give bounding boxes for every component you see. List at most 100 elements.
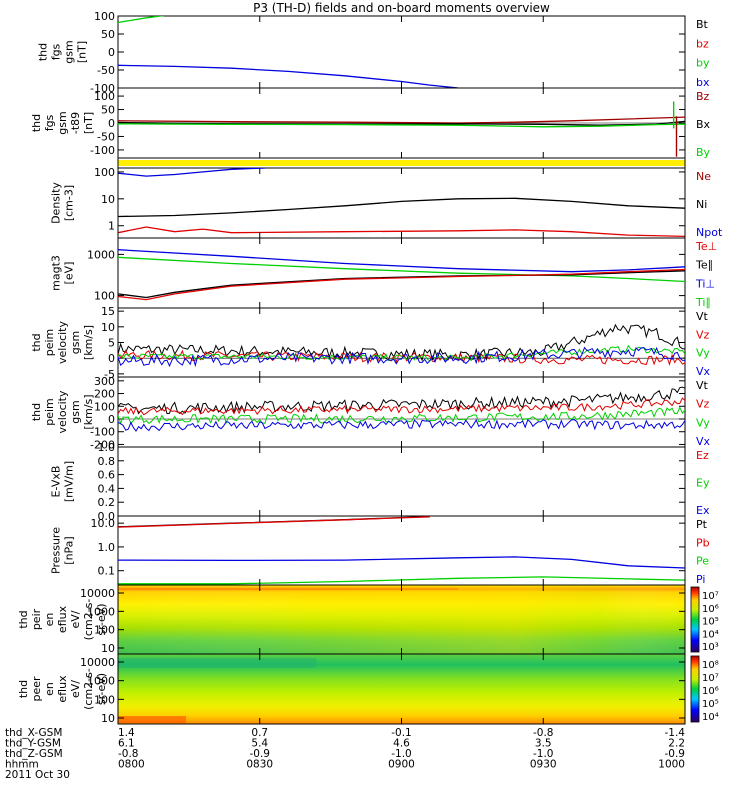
y-axis-label: thd bbox=[17, 680, 30, 698]
ephemeris-value: -1.0 bbox=[533, 748, 554, 760]
y-axis-label: peir bbox=[30, 608, 43, 630]
series-line-Ti⊥ bbox=[118, 249, 685, 273]
y-axis-label: eV/ bbox=[69, 610, 82, 628]
series-line-By bbox=[118, 123, 685, 128]
y-tick-label: -5 bbox=[104, 368, 115, 381]
y-tick-label: 10 bbox=[101, 321, 115, 334]
y-tick-label: -100 bbox=[90, 426, 115, 439]
legend-label: Pt bbox=[696, 518, 708, 531]
legend-label: Pb bbox=[696, 536, 710, 549]
legend-label: Pi bbox=[696, 573, 705, 586]
colorbar-label: 10⁴ bbox=[702, 712, 719, 723]
y-tick-label: 1000 bbox=[87, 248, 115, 261]
ephemeris-value: -0.9 bbox=[250, 748, 271, 760]
legend-label: Ey bbox=[696, 477, 710, 490]
colorbar-label: 10⁸ bbox=[702, 660, 719, 671]
series-line-Vz bbox=[118, 397, 685, 416]
series-line-Ni bbox=[118, 197, 685, 218]
legend-label: Ne bbox=[696, 170, 711, 183]
colorbar-label: 10⁶ bbox=[702, 604, 719, 615]
y-axis-label: peer bbox=[30, 676, 43, 702]
y-axis-label: velocity bbox=[56, 321, 69, 364]
y-axis-label: sr-eV) bbox=[95, 603, 108, 635]
ephemeris-value: -0.8 bbox=[533, 727, 554, 739]
y-axis-label: (cm2-s- bbox=[82, 668, 95, 710]
legend-label: Vy bbox=[696, 347, 710, 360]
series-group bbox=[118, 323, 685, 368]
y-tick-label: 0 bbox=[108, 352, 115, 365]
legend-label: Vy bbox=[696, 416, 710, 429]
panel-density: 100 10 1 Ne Ni Npot Density [cm-3] bbox=[50, 166, 723, 239]
ephemeris-value: 2.2 bbox=[668, 738, 685, 750]
y-axis-label: gsm bbox=[69, 400, 82, 423]
y-axis-label: thd bbox=[17, 610, 30, 628]
ephemeris-value: -1.0 bbox=[391, 748, 412, 760]
ephemeris-value: 0900 bbox=[388, 759, 415, 771]
series-line-Pe bbox=[118, 576, 685, 585]
y-axis-label: Density bbox=[50, 182, 63, 224]
legend-label: bz bbox=[696, 37, 709, 50]
ephemeris-value: -0.8 bbox=[118, 748, 139, 760]
series-line-bx bbox=[118, 64, 459, 88]
panel-frame bbox=[117, 515, 686, 586]
y-axis-label: velocity bbox=[56, 390, 69, 433]
legend-label: Vt bbox=[696, 379, 709, 392]
y-tick-label: 15 bbox=[101, 305, 115, 318]
ephemeris-value: 1000 bbox=[658, 759, 685, 771]
panel-frame bbox=[117, 376, 686, 448]
panel-quality-bar bbox=[117, 157, 686, 169]
y-tick-label: 10.0 bbox=[91, 517, 116, 530]
y-tick-label: 1000 bbox=[87, 675, 115, 688]
y-axis-label: sr-eV) bbox=[95, 673, 108, 705]
y-tick-label: 50 bbox=[101, 104, 115, 117]
panel-frame bbox=[117, 307, 686, 378]
y-tick-label: 0.0 bbox=[98, 510, 116, 523]
y-axis-label: [km/s] bbox=[82, 394, 95, 429]
legend-label: Bt bbox=[696, 18, 709, 31]
y-axis-label: [nT] bbox=[82, 112, 95, 134]
colorbar bbox=[690, 586, 700, 653]
y-axis-label: eflux bbox=[56, 605, 69, 633]
legend-label: Te⊥ bbox=[695, 240, 717, 253]
y-axis-label: magt3 bbox=[50, 255, 63, 291]
panel-frame bbox=[117, 15, 686, 89]
y-tick-label: 0.8 bbox=[98, 455, 116, 468]
legend-label: Vx bbox=[696, 365, 711, 378]
y-tick-label: 1.0 bbox=[98, 441, 116, 454]
series-group bbox=[118, 516, 685, 585]
y-axis-label: thd bbox=[30, 333, 43, 351]
legend-label: Ni bbox=[696, 198, 707, 211]
panel-fgs: 100 50 0 -50 -100 Bt bz by bx thd fgs gsm [nT] bbox=[37, 10, 710, 95]
y-tick-label: 10000 bbox=[80, 656, 115, 669]
y-tick-label: -50 bbox=[97, 64, 115, 77]
series-line-Vy bbox=[118, 344, 685, 362]
y-tick-label: 10 bbox=[101, 193, 115, 206]
ephemeris-value: 1.4 bbox=[118, 727, 135, 739]
y-axis-label: (cm2-s- bbox=[82, 599, 95, 641]
y-axis-label: Pressure bbox=[50, 527, 63, 574]
series-line-Te⊥ bbox=[118, 268, 685, 301]
y-tick-label: 1.0 bbox=[98, 541, 116, 554]
legend-label: Vz bbox=[696, 328, 710, 341]
series-line-Vt bbox=[118, 386, 685, 415]
y-axis-label: thd bbox=[30, 114, 43, 132]
ephemeris-value: 0930 bbox=[530, 759, 557, 771]
series-group bbox=[118, 16, 459, 88]
y-axis-label: [km/s] bbox=[82, 325, 95, 360]
ephemeris-axis: 1.46.1-0.808000.75.4-0.90830-0.14.6-1.00… bbox=[5, 16, 686, 781]
ephemeris-row-label: thd_X-GSM bbox=[5, 727, 62, 739]
series-group bbox=[118, 249, 685, 301]
legend-label: Bx bbox=[696, 118, 711, 131]
y-tick-label: 100 bbox=[94, 693, 115, 706]
spectrogram-band bbox=[118, 716, 187, 723]
legend-label: Vt bbox=[696, 310, 709, 323]
legend-label: by bbox=[696, 57, 710, 70]
legend-label: Vx bbox=[696, 435, 711, 448]
panel-temperature: 1000 100 Te⊥ Te∥ Ti⊥ Ti∥ magt3 [eV] bbox=[50, 237, 717, 309]
ephemeris-value: 6.1 bbox=[118, 738, 135, 750]
y-tick-label: 10 bbox=[101, 642, 115, 655]
